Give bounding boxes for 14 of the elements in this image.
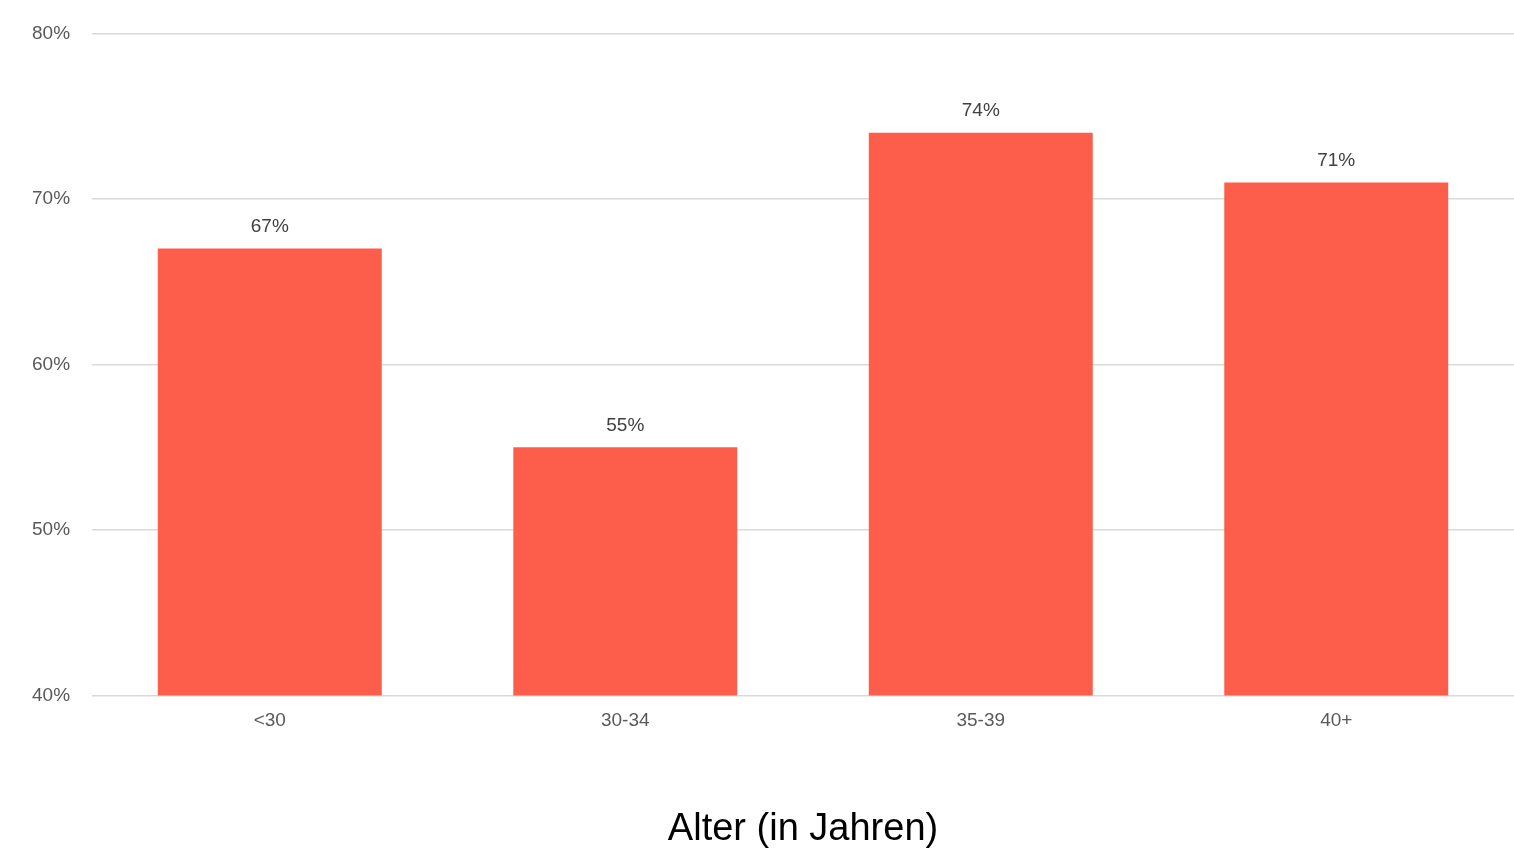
data-label: 55%: [606, 414, 645, 436]
x-axis-title: Alter (in Jahren): [667, 805, 939, 848]
data-label: 74%: [961, 99, 1000, 121]
y-tick-label: 40%: [32, 683, 71, 705]
data-label: 67%: [250, 215, 289, 237]
x-tick-label: 30-34: [600, 709, 650, 731]
y-tick-label: 80%: [32, 21, 71, 43]
x-tick-label: 40+: [1320, 709, 1353, 731]
y-tick-label: 70%: [32, 187, 71, 209]
y-tick-label: 60%: [32, 352, 71, 374]
x-tick-label: 35-39: [956, 709, 1006, 731]
data-label: 71%: [1317, 149, 1356, 171]
x-tick-label: <30: [253, 709, 286, 731]
y-tick-label: 50%: [32, 518, 71, 540]
